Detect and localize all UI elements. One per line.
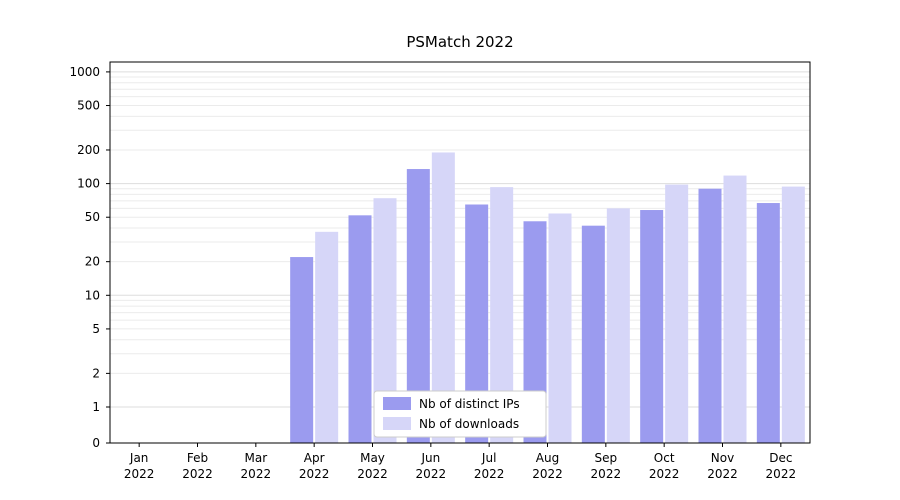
chart-title: PSMatch 2022 [406,33,513,51]
y-tick-label: 10 [85,288,100,302]
bar-ips-oct [640,210,664,443]
bar-ips-jun [406,169,430,443]
x-tick-label-month: Mar [245,451,268,465]
x-tick-label-year: 2022 [182,467,213,481]
x-tick-label-month: Feb [187,451,208,465]
y-tick-label: 50 [85,210,100,224]
y-tick-label: 5 [92,322,100,336]
y-tick-label: 20 [85,255,100,269]
x-tick-label-month: May [360,451,385,465]
plot-border [109,61,811,444]
x-tick-label-year: 2022 [299,467,330,481]
legend-swatch-downloads [383,417,411,430]
y-tick-label: 1000 [69,65,100,79]
bar-downloads-jun [431,152,455,443]
x-tick-label-year: 2022 [124,467,155,481]
bar-ips-dec [756,203,780,443]
x-tick-label-year: 2022 [707,467,738,481]
y-tick-label: 500 [77,99,100,113]
bar-downloads-may [373,198,397,443]
legend-label-downloads: Nb of downloads [419,417,519,431]
x-tick-label-month: Aug [536,451,559,465]
x-tick-label-month: Jul [481,451,496,465]
x-tick-label-month: Jun [420,451,440,465]
legend-swatch-ips [383,397,411,410]
y-tick-label: 200 [77,143,100,157]
x-tick-label-year: 2022 [357,467,388,481]
y-tick-label: 2 [92,366,100,380]
x-tick-label-year: 2022 [474,467,505,481]
x-tick-label-month: Oct [654,451,675,465]
x-tick-label-month: Apr [304,451,325,465]
legend-label-ips: Nb of distinct IPs [419,397,520,411]
x-tick-label-year: 2022 [532,467,563,481]
y-tick-label: 100 [77,177,100,191]
bar-downloads-apr [315,231,339,443]
bar-downloads-aug [548,213,572,443]
x-tick-label-year: 2022 [241,467,272,481]
x-tick-label-month: Jan [129,451,149,465]
y-tick-label: 1 [92,400,100,414]
bar-downloads-jul [490,187,514,443]
bar-ips-sep [581,225,605,443]
bar-downloads-sep [606,208,630,443]
bar-ips-jul [465,204,489,443]
y-tick-label: 0 [92,436,100,450]
x-tick-label-year: 2022 [766,467,797,481]
bar-downloads-nov [723,175,747,443]
bar-ips-aug [523,221,547,443]
bar-downloads-dec [781,186,805,443]
x-tick-label-month: Dec [769,451,792,465]
x-tick-label-year: 2022 [649,467,680,481]
x-tick-label-year: 2022 [591,467,622,481]
bar-ips-apr [290,257,314,443]
x-tick-label-month: Sep [595,451,618,465]
bar-ips-nov [698,188,722,443]
bar-downloads-oct [665,184,689,443]
bar-ips-may [348,215,372,443]
x-tick-label-month: Nov [711,451,734,465]
x-tick-label-year: 2022 [416,467,447,481]
legend-box [373,390,547,438]
